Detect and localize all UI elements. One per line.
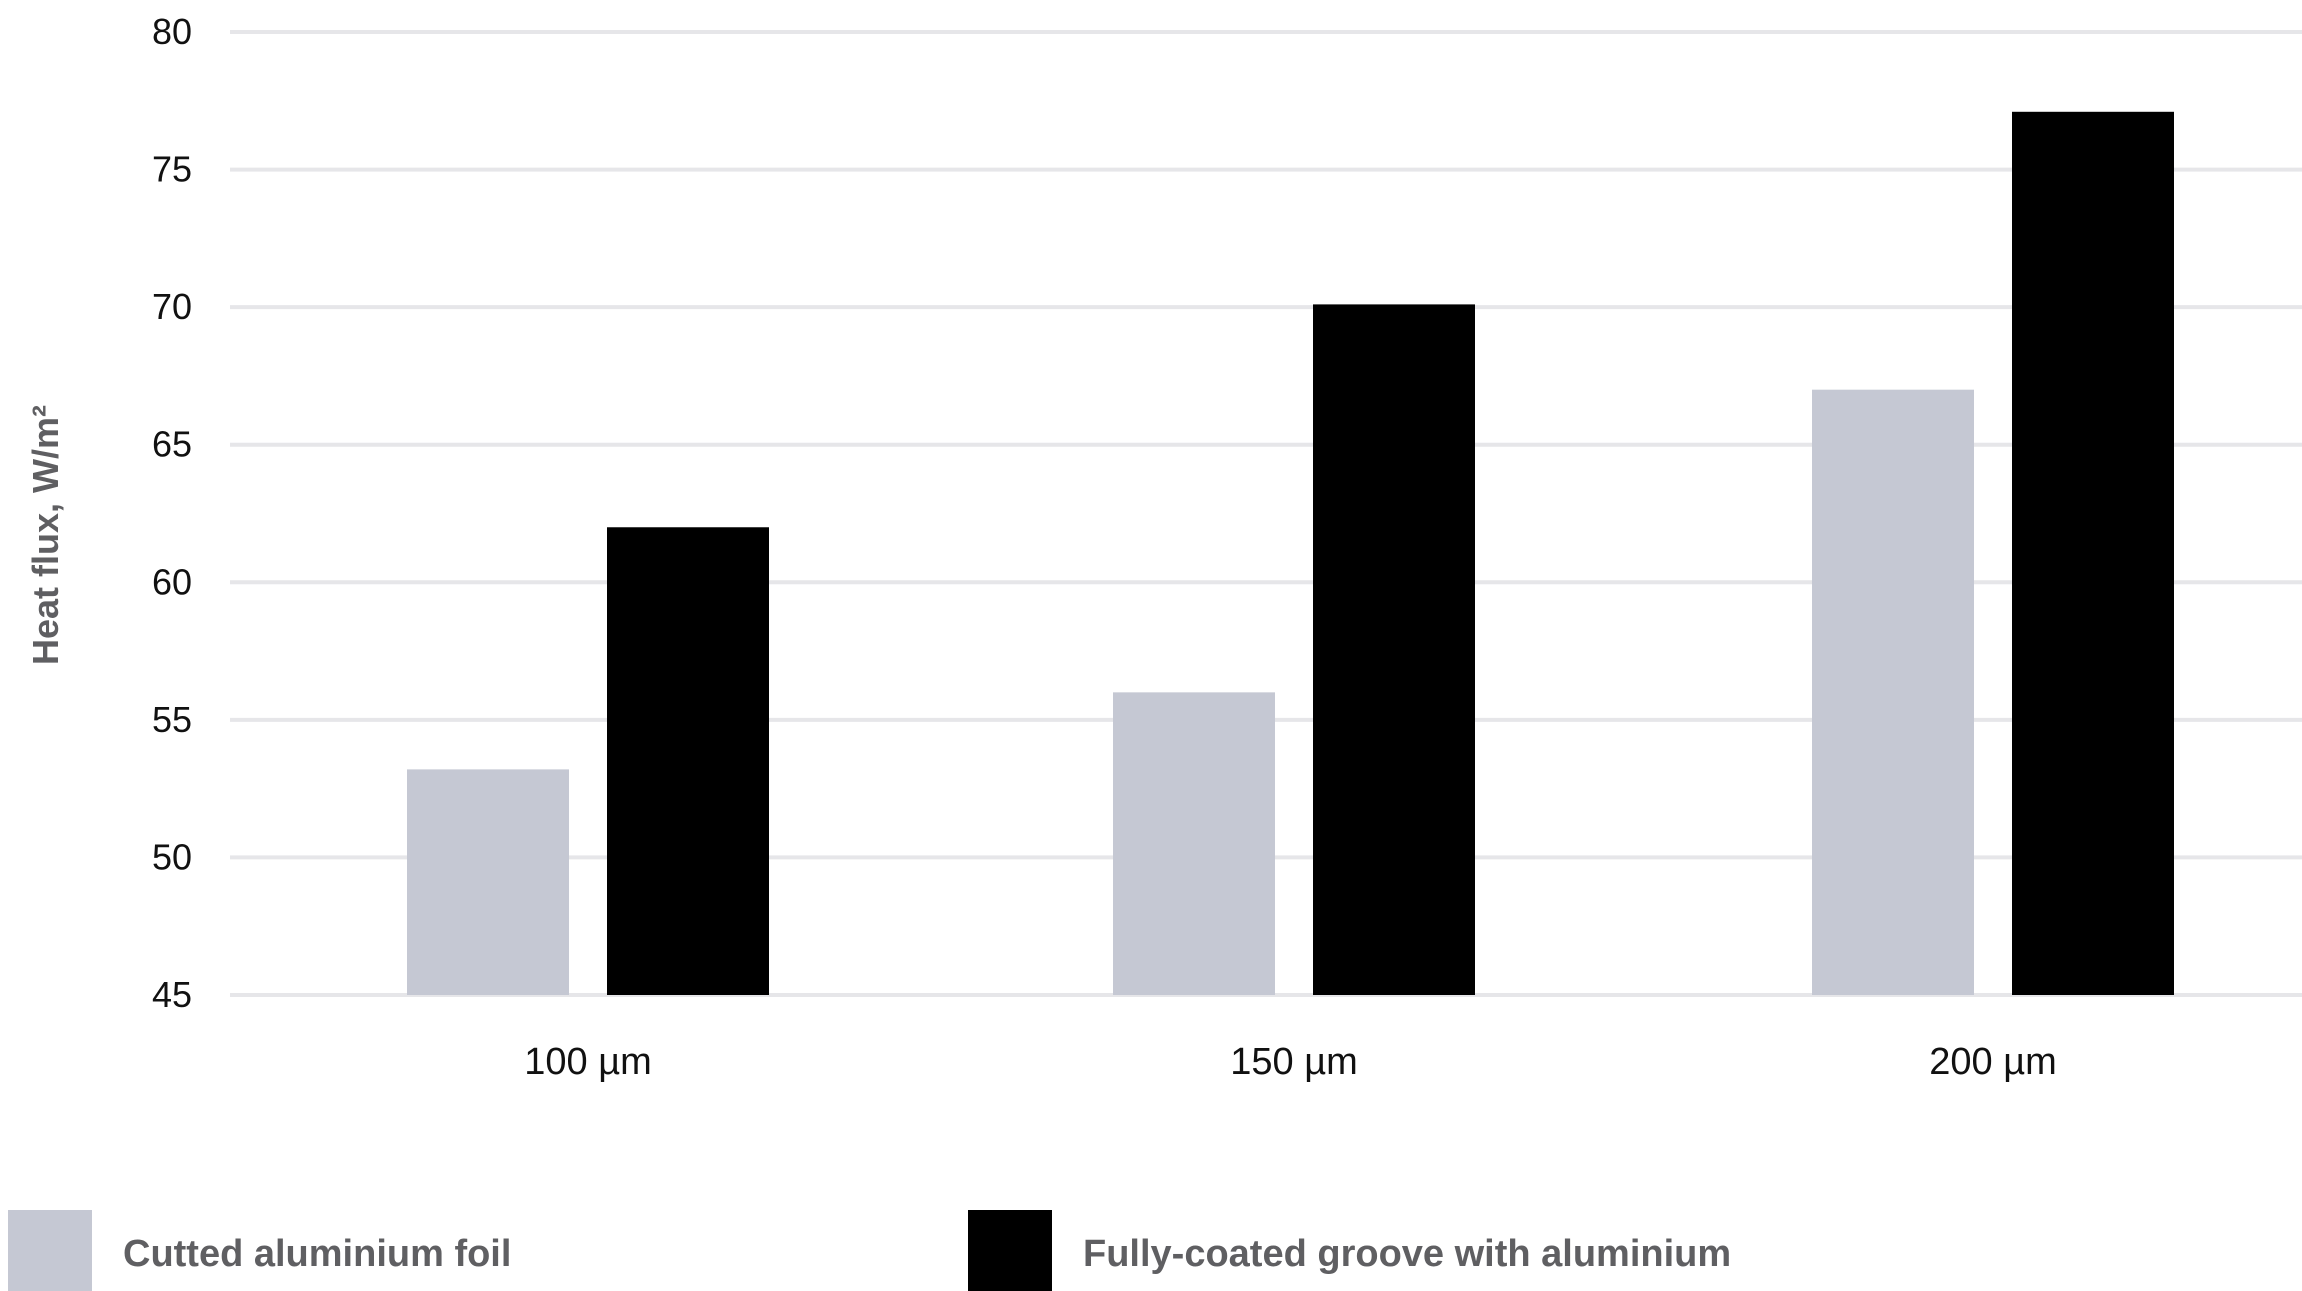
- y-tick-label: 45: [152, 974, 192, 1015]
- bar-fully-coated-1: [1313, 304, 1475, 995]
- bar-fully-coated-0: [607, 527, 769, 995]
- y-tick-label: 65: [152, 424, 192, 465]
- legend: Cutted aluminium foil Fully-coated groove…: [8, 1210, 1731, 1291]
- y-tick-label: 80: [152, 11, 192, 52]
- x-tick-label: 100 µm: [524, 1041, 652, 1083]
- legend-label: Cutted aluminium foil: [123, 1233, 511, 1275]
- y-tick-label: 60: [152, 561, 192, 602]
- x-tick-label: 150 µm: [1230, 1041, 1358, 1083]
- y-axis-ticks: 45 50 55 60 65 70 75 80: [152, 11, 192, 1015]
- bars: [407, 111, 2174, 996]
- x-tick-label: 200 µm: [1929, 1041, 2057, 1083]
- x-axis-ticks: 100 µm 150 µm 200 µm: [524, 1041, 2057, 1083]
- y-tick-label: 75: [152, 149, 192, 190]
- bar-cutted-foil-2: [1812, 389, 1974, 996]
- y-axis-title: Heat flux, W/m²: [25, 405, 66, 665]
- bar-fully-coated-2: [2012, 111, 2174, 995]
- legend-swatch: [8, 1210, 92, 1291]
- y-tick-label: 70: [152, 286, 192, 327]
- y-tick-label: 50: [152, 836, 192, 877]
- y-tick-label: 55: [152, 699, 192, 740]
- bar-cutted-foil-0: [407, 769, 569, 995]
- legend-swatch: [968, 1210, 1052, 1291]
- bar-cutted-foil-1: [1113, 692, 1275, 995]
- legend-label: Fully-coated groove with aluminium: [1083, 1233, 1731, 1275]
